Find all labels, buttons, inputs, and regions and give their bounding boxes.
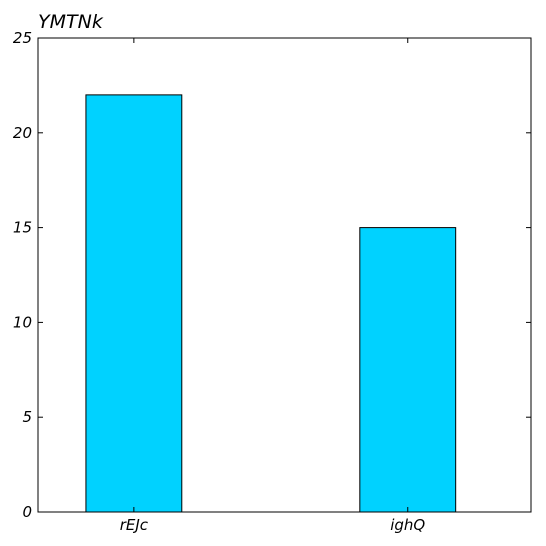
x-tick-label: ighQ bbox=[390, 516, 425, 534]
y-tick-label: 10 bbox=[13, 313, 32, 331]
bars-layer bbox=[85, 94, 457, 513]
y-tick-label: 15 bbox=[13, 219, 32, 237]
y-tick-label: 5 bbox=[22, 408, 32, 426]
y-tick-label: 25 bbox=[13, 29, 32, 47]
plot-frame bbox=[37, 37, 532, 513]
chart-title: YMTNk bbox=[38, 11, 104, 33]
y-tick-label: 20 bbox=[13, 124, 32, 142]
bar-ighQ bbox=[359, 227, 457, 513]
ticks-layer: rEJc ighQ 0 5 10 15 20 25 bbox=[13, 29, 531, 534]
y-tick-label: 0 bbox=[22, 503, 32, 521]
x-tick-label: rEJc bbox=[120, 516, 149, 534]
bar-rEJc bbox=[85, 94, 183, 513]
